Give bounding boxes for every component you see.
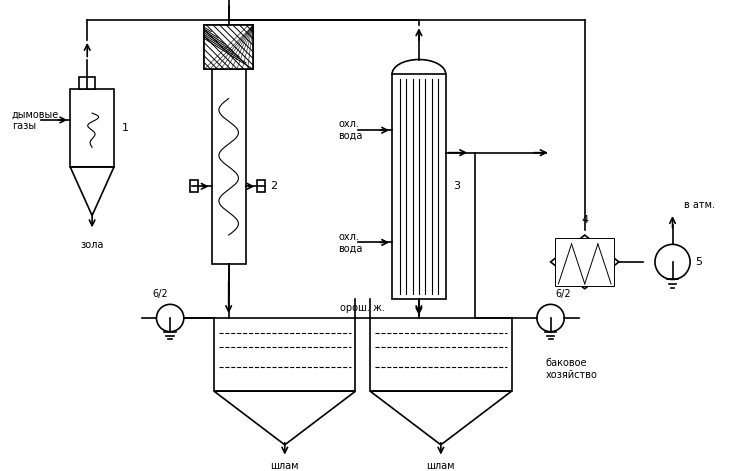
Text: орош. ж.: орош. ж. bbox=[340, 303, 386, 313]
Bar bbox=[204, 25, 253, 69]
Text: 3: 3 bbox=[454, 181, 460, 191]
Bar bbox=[80, 77, 95, 89]
Text: 6/2: 6/2 bbox=[152, 290, 168, 300]
Text: шлам: шлам bbox=[271, 462, 299, 471]
Bar bbox=[70, 89, 114, 167]
Text: 5: 5 bbox=[695, 257, 702, 267]
Bar bbox=[392, 74, 445, 299]
Text: в атм.: в атм. bbox=[684, 200, 716, 210]
Text: 1: 1 bbox=[122, 123, 129, 133]
Text: охл.
вода: охл. вода bbox=[338, 232, 363, 253]
Bar bbox=[204, 25, 253, 69]
Text: 2: 2 bbox=[270, 181, 278, 191]
Bar bbox=[370, 318, 512, 391]
Text: 6/2: 6/2 bbox=[556, 290, 571, 300]
Text: зола: зола bbox=[80, 240, 104, 250]
Text: дымовые
газы: дымовые газы bbox=[12, 109, 59, 131]
Bar bbox=[214, 318, 356, 391]
Text: 4: 4 bbox=[581, 215, 588, 225]
Text: баковое
хозяйство: баковое хозяйство bbox=[546, 358, 598, 380]
Bar bbox=[556, 238, 614, 286]
Bar bbox=[190, 180, 198, 192]
Text: шлам: шлам bbox=[427, 462, 455, 471]
Text: охл.
вода: охл. вода bbox=[338, 120, 363, 141]
Bar bbox=[211, 69, 246, 264]
Bar bbox=[257, 180, 265, 192]
